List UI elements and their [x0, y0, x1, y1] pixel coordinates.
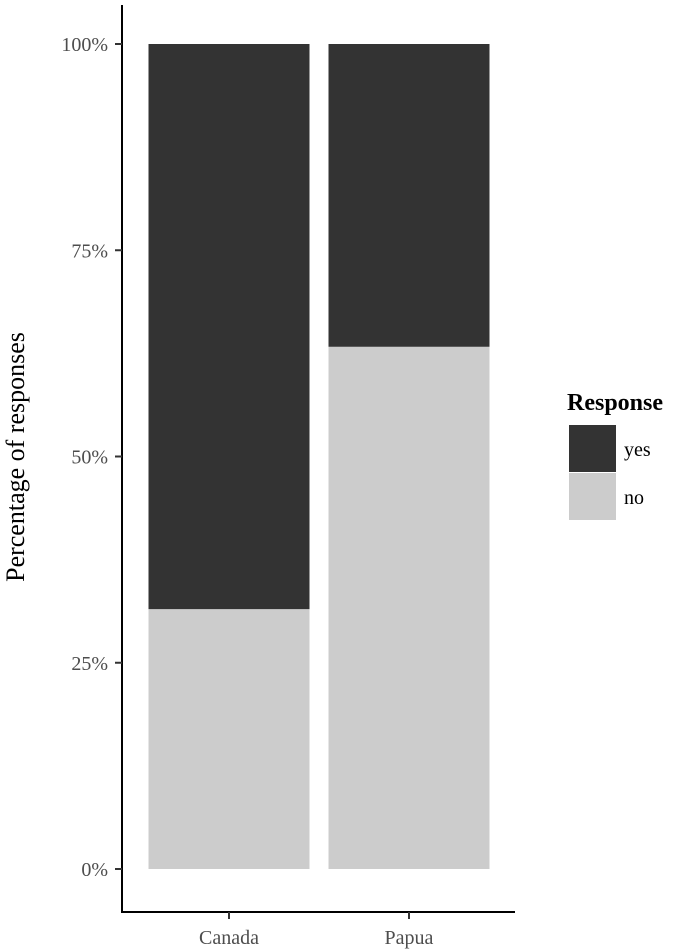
- x-axis-ticks: Canada Papua: [199, 912, 434, 949]
- legend: Response yes no: [567, 390, 663, 520]
- y-tick-label: 50%: [71, 447, 108, 469]
- axes: 0% 25% 50% 75% 100% Canada Papua: [61, 5, 515, 949]
- plot-area: [148, 44, 490, 869]
- legend-title: Response: [567, 390, 663, 416]
- y-tick-label: 100%: [61, 34, 108, 56]
- legend-items: yes no: [569, 425, 651, 520]
- bar-canada-yes: [148, 44, 310, 610]
- legend-label-yes: yes: [624, 439, 651, 461]
- y-tick-label: 0%: [81, 859, 108, 881]
- y-tick-label: 25%: [71, 653, 108, 675]
- y-tick-label: 75%: [71, 240, 108, 262]
- bar-canada-no: [148, 609, 310, 869]
- x-tick-label: Papua: [385, 927, 434, 949]
- legend-label-no: no: [624, 487, 644, 509]
- legend-swatch-yes: [569, 425, 616, 472]
- y-axis-title: Percentage of responses: [1, 332, 30, 582]
- y-axis-ticks: 0% 25% 50% 75% 100%: [61, 34, 122, 881]
- bar-papua-yes: [328, 44, 490, 347]
- x-tick-label: Canada: [199, 927, 259, 949]
- legend-swatch-no: [569, 473, 616, 520]
- bar-papua-no: [328, 346, 490, 869]
